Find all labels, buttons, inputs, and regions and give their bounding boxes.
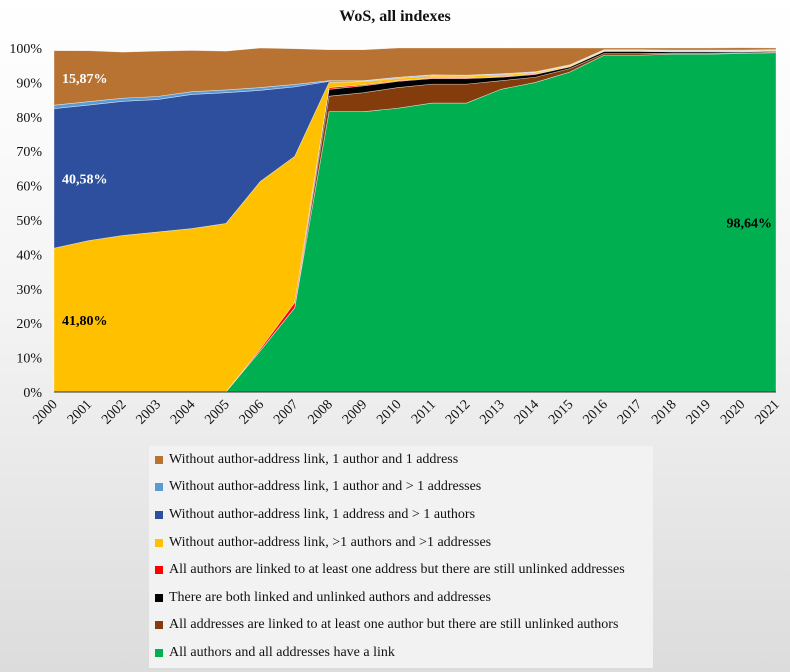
y-tick-label: 80%: [16, 111, 42, 126]
chart-legend: Without author-address link, 1 author an…: [149, 446, 653, 668]
x-tick-label: 2017: [615, 397, 645, 427]
legend-label: Without author-address link, 1 author an…: [169, 451, 459, 467]
legend-label: All authors and all addresses have a lin…: [169, 644, 395, 660]
x-tick-label: 2008: [305, 397, 335, 427]
x-tick-label: 2001: [65, 397, 95, 427]
x-tick-label: 2010: [374, 397, 404, 427]
legend-label: Without author-address link, >1 authors …: [169, 534, 492, 550]
area-series-7: [53, 47, 777, 106]
legend-item: Without author-address link, 1 author an…: [149, 474, 653, 502]
legend-item: All addresses are linked to at least one…: [149, 612, 653, 640]
y-tick-label: 100%: [9, 42, 42, 57]
legend-item: Without author-address link, 1 address a…: [149, 501, 653, 529]
x-tick-label: 2015: [546, 397, 576, 427]
legend-swatch: [155, 566, 163, 575]
data-label: 15,87%: [62, 72, 108, 87]
y-tick-label: 0%: [23, 386, 42, 401]
legend-swatch: [155, 510, 163, 519]
x-tick-label: 2002: [99, 397, 129, 427]
y-tick-label: 40%: [16, 248, 42, 263]
legend-swatch: [155, 593, 163, 602]
x-tick-label: 2020: [718, 397, 748, 427]
legend-label: Without author-address link, 1 address a…: [169, 506, 476, 522]
x-tick-label: 2016: [581, 397, 611, 427]
legend-label: All addresses are linked to at least one…: [169, 617, 619, 633]
y-tick-label: 90%: [16, 76, 42, 91]
y-tick-label: 60%: [16, 180, 42, 195]
data-label: 40,58%: [62, 172, 108, 187]
y-tick-label: 70%: [16, 145, 42, 160]
x-tick-label: 2004: [168, 397, 198, 427]
legend-item: There are both linked and unlinked autho…: [149, 584, 653, 612]
x-tick-label: 2009: [340, 397, 370, 427]
chart-title: WoS, all indexes: [339, 8, 451, 25]
legend-swatch: [155, 455, 163, 464]
x-tick-label: 2014: [512, 397, 542, 427]
legend-swatch: [155, 648, 163, 657]
data-label: 41,80%: [62, 314, 108, 329]
data-label: 98,64%: [727, 216, 773, 231]
legend-swatch: [155, 621, 163, 630]
x-tick-label: 2007: [271, 397, 301, 427]
legend-label: There are both linked and unlinked autho…: [169, 589, 491, 605]
x-tick-label: 2005: [202, 397, 232, 427]
legend-swatch: [155, 538, 163, 547]
x-tick-label: 2018: [649, 397, 679, 427]
y-tick-label: 50%: [16, 214, 42, 229]
x-tick-label: 2000: [30, 397, 60, 427]
x-tick-label: 2011: [409, 397, 439, 427]
legend-swatch: [155, 483, 163, 492]
y-tick-label: 30%: [16, 283, 42, 298]
x-tick-label: 2003: [134, 397, 164, 427]
x-tick-label: 2006: [237, 397, 267, 427]
stacked-area-chart: 0%10%20%30%40%50%60%70%80%90%100%2000 200…: [9, 42, 783, 428]
legend-item: Without author-address link, 1 author an…: [149, 446, 653, 474]
x-tick-label: 2021: [752, 397, 782, 427]
y-tick-label: 10%: [16, 352, 42, 367]
y-tick-label: 20%: [16, 317, 42, 332]
legend-item: Without author-address link, >1 authors …: [149, 529, 653, 557]
x-tick-label: 2012: [443, 397, 473, 427]
legend-label: Without author-address link, 1 author an…: [169, 479, 482, 495]
legend-item: All authors and all addresses have a lin…: [149, 639, 653, 667]
legend-item: All authors are linked to at least one a…: [149, 556, 653, 584]
x-tick-label: 2019: [684, 397, 714, 427]
legend-label: All authors are linked to at least one a…: [169, 562, 625, 578]
x-tick-label: 2013: [477, 397, 507, 427]
